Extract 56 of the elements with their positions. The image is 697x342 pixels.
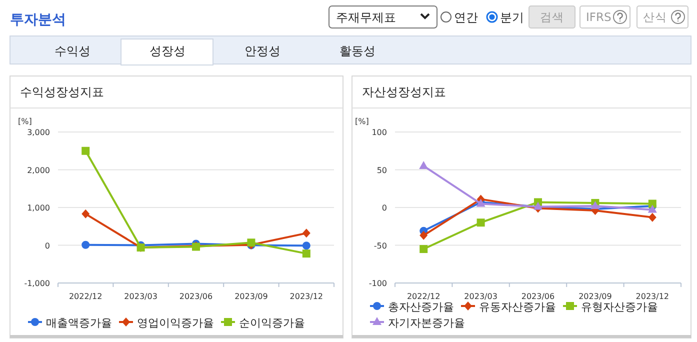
point: [302, 250, 310, 258]
point: [82, 240, 90, 249]
y-tick-label: 0: [382, 204, 387, 212]
chart-title: 수익성장성지표: [20, 85, 104, 99]
legend-label: 영업이익증가율: [137, 316, 214, 330]
y-tick-label: 0: [44, 241, 50, 250]
x-tick-label: 2023/06: [179, 292, 213, 301]
x-tick-label: 2023/03: [464, 292, 498, 301]
text: 안정성: [244, 44, 280, 58]
point: [420, 245, 428, 254]
legend-label: 매출액증가율: [46, 316, 112, 330]
text: 연간: [454, 10, 478, 24]
text: 분기: [500, 10, 524, 24]
y-tick-label: 50: [376, 166, 387, 175]
legend-label: 자기자본증가율: [388, 316, 465, 330]
text: 성장성: [150, 44, 186, 58]
x-tick-label: 2023/09: [234, 292, 268, 301]
point: [82, 146, 90, 155]
x-tick-label: 2023/12: [290, 292, 324, 301]
x-tick-label: 2023/06: [521, 292, 555, 301]
text: 활동성: [340, 44, 376, 58]
y-tick-label: 100: [372, 128, 387, 137]
y-axis-title: [%]: [355, 117, 369, 126]
y-tick-label: 3,000: [27, 128, 50, 137]
chart-title: 자산성장성지표: [362, 85, 446, 99]
point: [247, 238, 256, 247]
y-axis-title: [%]: [18, 117, 32, 126]
y-tick-label: -100: [368, 279, 387, 288]
point: [648, 212, 656, 222]
x-tick-label: 2023/03: [124, 292, 158, 301]
text: 검색: [540, 10, 564, 24]
legend-label: 총자산증가율: [388, 300, 454, 314]
point: [302, 242, 310, 250]
text: 주재무제표: [336, 10, 396, 24]
legend-label: 유형자산증가율: [581, 300, 658, 314]
y-tick-label: -1,000: [24, 279, 50, 288]
text: IFRS: [586, 10, 612, 24]
x-tick-label: 2022/12: [68, 292, 102, 301]
x-tick-label: 2023/09: [578, 292, 612, 301]
text: 투자분석: [10, 12, 66, 28]
point: [419, 160, 428, 169]
legend-label: 유동자산증가율: [479, 300, 556, 314]
x-tick-label: 2022/12: [406, 292, 440, 301]
point: [82, 209, 90, 218]
y-tick-label: 2,000: [27, 166, 50, 175]
y-tick-label: 1,000: [27, 204, 50, 212]
text: 수익성: [54, 44, 90, 58]
text: 산식: [643, 10, 667, 24]
legend-label: 순이익증가율: [239, 316, 305, 330]
x-tick-label: 2023/12: [636, 292, 670, 301]
point: [648, 200, 656, 208]
point: [420, 230, 428, 240]
point: [648, 204, 657, 213]
point: [302, 228, 310, 238]
y-tick-label: -50: [374, 241, 387, 250]
point: [476, 218, 485, 227]
